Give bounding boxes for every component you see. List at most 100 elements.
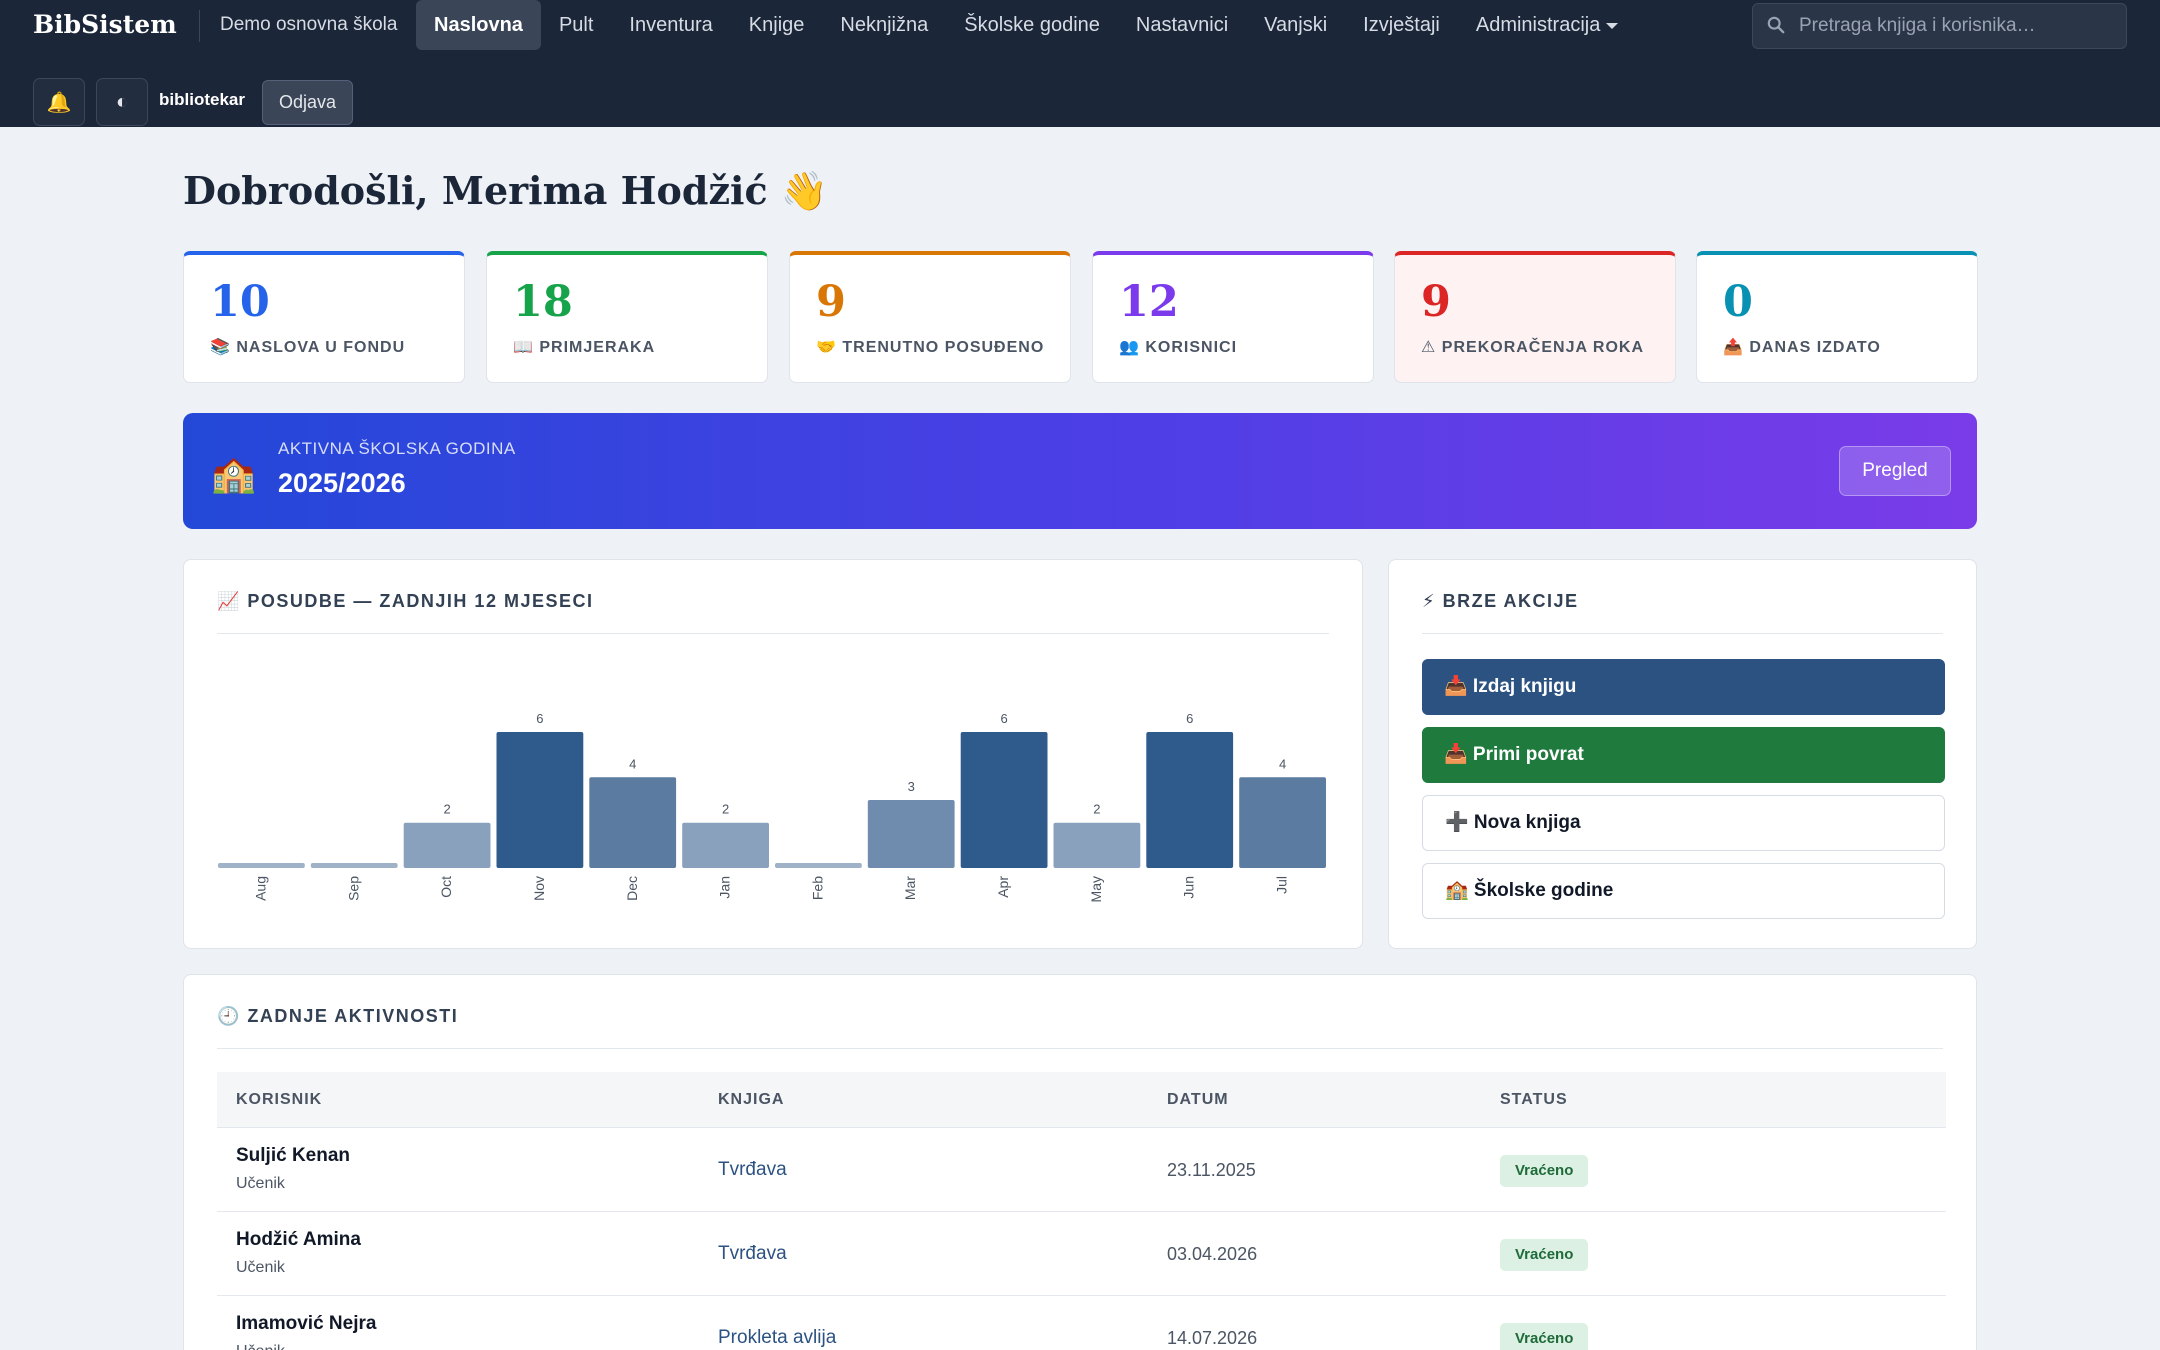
stat-card-overdue[interactable]: 9 ⚠ PREKORAČENJA ROKA — [1394, 251, 1676, 383]
stat-card-copies[interactable]: 18 📖 PRIMJERAKA — [486, 251, 768, 383]
nav-item-vanjski[interactable]: Vanjski — [1264, 14, 1328, 36]
user-role: Učenik — [236, 1259, 285, 1276]
panel-divider — [1422, 633, 1943, 634]
quick-actions-panel: ⚡ BRZE AKCIJE 📥 Izdaj knjigu 📥 Primi pov… — [1388, 559, 1977, 949]
user-name[interactable]: Hodžić Amina — [236, 1229, 361, 1250]
caret-down-icon — [1606, 22, 1619, 29]
stat-label: 📚 NASLOVA U FONDU — [210, 339, 406, 356]
panel-title: 🕘 ZADNJE AKTIVNOSTI — [217, 1006, 459, 1026]
notifications-button[interactable]: 🔔 — [33, 78, 85, 126]
bar-dec[interactable] — [589, 777, 677, 868]
nav-item-knjige[interactable]: Knjige — [748, 14, 805, 36]
top-navbar: BibSistem Demo osnovna škola Naslovna Pu… — [0, 0, 2160, 127]
data-label-apr: 6 — [1000, 711, 1007, 726]
x-tick-oct: Oct — [438, 876, 454, 898]
book-link[interactable]: Tvrđava — [718, 1159, 787, 1180]
data-label-jul: 4 — [1279, 756, 1286, 771]
x-tick-aug: Aug — [252, 876, 268, 901]
bell-icon: 🔔 — [46, 91, 72, 114]
bar-jan[interactable] — [682, 822, 769, 868]
search-input[interactable] — [1799, 4, 2119, 48]
school-name: Demo osnovna škola — [220, 14, 398, 35]
x-tick-apr: Apr — [995, 876, 1011, 898]
nav-links: Naslovna Pult Inventura Knjige Neknjižna… — [416, 0, 1636, 50]
nav-item-naslovna[interactable]: Naslovna — [416, 0, 541, 50]
stat-label: ⚠ PREKORAČENJA ROKA — [1421, 339, 1644, 356]
nav-item-inventura[interactable]: Inventura — [629, 14, 713, 36]
global-search — [1752, 3, 2127, 49]
nav-item-neknjizna[interactable]: Neknjižna — [840, 14, 929, 36]
nav-item-administracija[interactable]: Administracija — [1458, 0, 1636, 50]
bar-may[interactable] — [1053, 822, 1141, 868]
receive-return-button[interactable]: 📥 Primi povrat — [1422, 727, 1945, 783]
stat-value: 10 — [210, 277, 270, 327]
column-header-date: DATUM — [1167, 1091, 1229, 1108]
bar-feb[interactable] — [775, 863, 862, 868]
bar-oct[interactable] — [403, 822, 491, 868]
stat-card-titles[interactable]: 10 📚 NASLOVA U FONDU — [183, 251, 465, 383]
loan-date: 23.11.2025 — [1167, 1160, 1256, 1180]
nav-item-pult[interactable]: Pult — [558, 14, 594, 36]
stat-card-on-loan[interactable]: 9 🤝 TRENUTNO POSUĐENO — [789, 251, 1071, 383]
stat-label: 📤 DANAS IZDATO — [1723, 339, 1881, 356]
stat-value: 0 — [1723, 277, 1753, 327]
book-link[interactable]: Tvrđava — [718, 1243, 787, 1264]
school-years-button[interactable]: 🏫 Školske godine — [1422, 863, 1945, 919]
book-link[interactable]: Prokleta avlija — [718, 1327, 837, 1348]
nav-divider — [199, 10, 200, 42]
bar-aug[interactable] — [218, 863, 305, 868]
bar-jul[interactable] — [1239, 777, 1326, 868]
contrast-icon: ◐ — [115, 90, 129, 113]
new-book-button[interactable]: ➕ Nova knjiga — [1422, 795, 1945, 851]
column-header-book: KNJIGA — [718, 1091, 785, 1108]
search-icon — [1767, 16, 1785, 34]
nav-item-skolske-godine[interactable]: Školske godine — [964, 14, 1100, 36]
stat-value: 18 — [513, 277, 573, 327]
x-tick-feb: Feb — [809, 876, 825, 900]
data-label-mar: 3 — [908, 779, 915, 794]
nav-item-nastavnici[interactable]: Nastavnici — [1135, 14, 1229, 36]
issue-book-button[interactable]: 📥 Izdaj knjigu — [1422, 659, 1945, 715]
stat-value: 9 — [1421, 277, 1451, 327]
user-name[interactable]: Imamović Nejra — [236, 1313, 377, 1334]
loans-bar-chart: Aug Sep 2 Oct 6 Nov 4 Dec 2 Jan Feb 3 Mar 6 Apr 2 May 6 Ju… — [218, 711, 1326, 902]
user-name[interactable]: Suljić Kenan — [236, 1145, 351, 1166]
recent-activity-panel: 🕘 ZADNJE AKTIVNOSTI KORISNIK KNJIGA DATU… — [183, 974, 1977, 1350]
data-label-may: 2 — [1093, 802, 1100, 817]
stat-card-issued-today[interactable]: 0 📤 DANAS IZDATO — [1696, 251, 1978, 383]
panel-title: 📈 POSUDBE — ZADNJIH 12 MJESECI — [217, 591, 594, 611]
stat-card-users[interactable]: 12 👥 KORISNICI — [1092, 251, 1374, 383]
panel-divider — [217, 1048, 1943, 1049]
bar-sep[interactable] — [310, 863, 398, 868]
loans-chart-panel: 📈 POSUDBE — ZADNJIH 12 MJESECI Aug Sep 2 Oc… — [183, 559, 1363, 949]
bar-jun[interactable] — [1146, 732, 1234, 868]
bar-mar[interactable] — [867, 800, 955, 868]
nav-item-administracija-label: Administracija — [1475, 14, 1601, 36]
column-header-status: STATUS — [1500, 1091, 1568, 1108]
stat-value: 9 — [816, 277, 846, 327]
x-tick-dec: Dec — [624, 876, 640, 901]
current-user: bibliotekar — [159, 90, 245, 109]
logout-button[interactable]: Odjava — [262, 80, 353, 125]
x-tick-jul: Jul — [1274, 876, 1290, 894]
panel-title: ⚡ BRZE AKCIJE — [1422, 591, 1579, 611]
theme-toggle-button[interactable]: ◐ — [96, 78, 148, 126]
data-label-nov: 6 — [536, 711, 543, 726]
overview-button[interactable]: Pregled — [1839, 446, 1951, 496]
x-tick-may: May — [1088, 876, 1104, 902]
user-role: Učenik — [236, 1175, 285, 1192]
brand-logo[interactable]: BibSistem — [33, 10, 177, 39]
table-header: KORISNIK KNJIGA DATUM STATUS — [217, 1072, 1946, 1128]
school-icon: 🏫 — [211, 453, 256, 494]
banner-subtitle: AKTIVNA ŠKOLSKA GODINA — [278, 439, 516, 458]
nav-item-izvjestaji[interactable]: Izvještaji — [1363, 14, 1440, 36]
stat-label: 🤝 TRENUTNO POSUĐENO — [816, 339, 1045, 356]
status-badge: Vraćeno — [1500, 1323, 1589, 1350]
x-tick-jan: Jan — [717, 876, 733, 899]
table-row: Imamović Nejra Učenik Prokleta avlija 14… — [217, 1296, 1946, 1350]
stat-label: 👥 KORISNICI — [1119, 339, 1238, 356]
page-title: Dobrodošli, Merima Hodžić 👋 — [183, 168, 829, 213]
bar-apr[interactable] — [960, 732, 1048, 868]
bar-nov[interactable] — [496, 732, 584, 868]
column-header-user: KORISNIK — [236, 1091, 323, 1108]
